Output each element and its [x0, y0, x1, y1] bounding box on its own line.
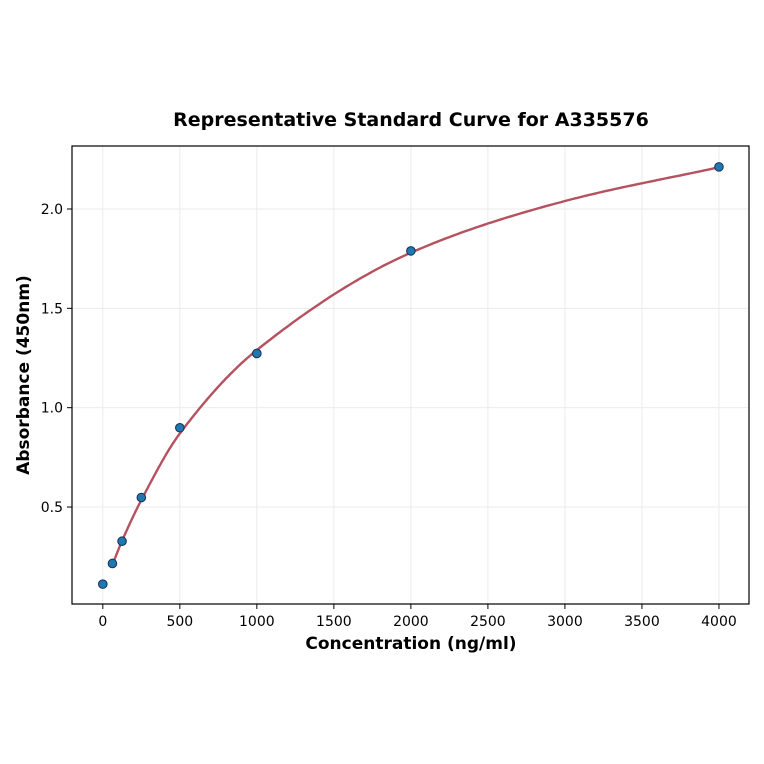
x-tick-label: 500: [166, 614, 193, 630]
data-point: [714, 162, 724, 172]
data-point: [406, 246, 416, 256]
y-axis-label: Absorbance (450nm): [14, 275, 34, 475]
y-tick-label: 2.0: [41, 202, 63, 218]
data-point: [107, 558, 118, 569]
x-tick-label: 4000: [701, 614, 737, 630]
x-tick-label: 2500: [470, 614, 506, 630]
data-point: [98, 579, 108, 589]
fit-curve: [111, 166, 720, 566]
chart-title: Representative Standard Curve for A33557…: [173, 109, 649, 131]
x-tick-label: 0: [98, 614, 107, 630]
x-axis-label: Concentration (ng/ml): [305, 634, 516, 654]
y-tick-label: 0.5: [41, 500, 63, 516]
data-point: [117, 536, 127, 547]
grid: [72, 146, 749, 604]
y-axis-ticks: 0.5 1.0 1.5 2.0: [41, 202, 72, 516]
y-tick-label: 1.5: [41, 301, 63, 317]
x-tick-label: 1500: [316, 614, 352, 630]
fit-curve-group: [111, 166, 720, 566]
x-axis-ticks: 0 500 1000 1500 2000 2500 3000 3500 4000: [98, 604, 737, 630]
data-point: [175, 422, 185, 433]
x-tick-label: 3000: [547, 614, 583, 630]
data-point: [136, 492, 147, 503]
x-tick-label: 2000: [393, 614, 429, 630]
data-points: [98, 162, 724, 589]
x-tick-label: 1000: [239, 614, 275, 630]
data-point: [252, 348, 262, 359]
x-tick-label: 3500: [624, 614, 660, 630]
y-tick-label: 1.0: [41, 401, 63, 417]
